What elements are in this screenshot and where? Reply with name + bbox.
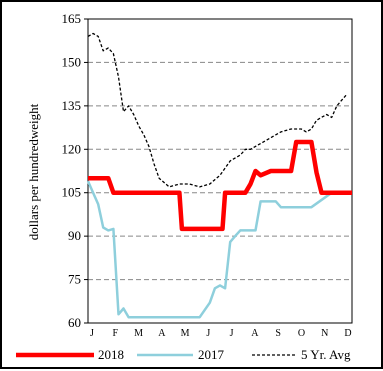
x-tick-label: A <box>251 328 259 339</box>
legend: 2018 2017 5 Yr. Avg <box>16 347 351 362</box>
legend-label: 5 Yr. Avg <box>301 347 351 362</box>
plot-area-border <box>87 18 353 324</box>
grid-layer <box>88 61 352 281</box>
x-tick-label: A <box>158 328 166 339</box>
y-tick-label: 60 <box>68 315 81 330</box>
x-tick-label: F <box>112 328 118 339</box>
y-axis-label: dollars per hundredweight <box>26 103 41 240</box>
x-tick-label: D <box>344 328 351 339</box>
legend-label: 2017 <box>198 347 225 362</box>
series-line-2018 <box>88 139 352 232</box>
x-tick-label: J <box>206 328 210 339</box>
x-tick-label: M <box>134 328 143 339</box>
y-tick-label: 150 <box>62 54 82 69</box>
y-tick-label: 105 <box>62 185 82 200</box>
x-tick-label: S <box>275 328 281 339</box>
series-line-5-yr-avg <box>87 32 348 188</box>
x-tick-label: O <box>298 328 305 339</box>
y-tick-label: 135 <box>62 98 82 113</box>
x-tick-label: N <box>321 328 328 339</box>
series-layer <box>86 32 352 319</box>
x-tick-label: M <box>181 328 190 339</box>
x-tick-label: J <box>90 328 94 339</box>
x-tick-label: J <box>230 328 234 339</box>
y-tick-label: 75 <box>68 272 81 287</box>
y-tick-label: 120 <box>62 141 82 156</box>
series-line-2017 <box>86 180 352 319</box>
axis-layer: 60 75 90 105 120 135 150 165 J F M A M J J A S O N D <box>62 11 353 339</box>
legend-label: 2018 <box>98 347 124 362</box>
y-tick-label: 165 <box>62 11 82 26</box>
y-tick-label: 90 <box>68 228 81 243</box>
